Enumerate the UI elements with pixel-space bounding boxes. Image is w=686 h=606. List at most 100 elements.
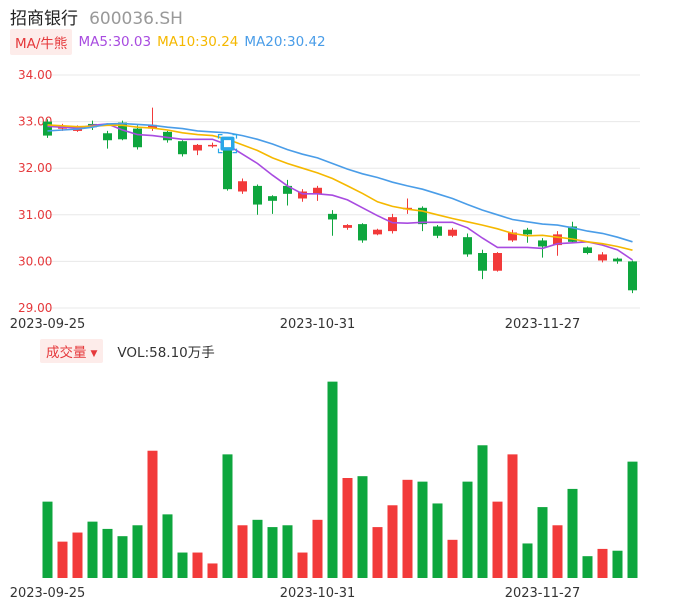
candle-body [538, 240, 547, 247]
volume-bar[interactable] [117, 536, 128, 578]
ma5-line [47, 123, 633, 261]
volume-bar[interactable] [177, 552, 188, 578]
volume-x-tick-label: 2023-11-27 [505, 586, 581, 601]
event-marker-icon[interactable] [217, 134, 238, 154]
volume-bar[interactable] [102, 528, 113, 578]
volume-bar[interactable] [252, 519, 263, 578]
volume-bar[interactable] [72, 532, 83, 578]
volume-bar[interactable] [432, 503, 443, 578]
volume-bar[interactable] [342, 478, 353, 578]
volume-bar[interactable] [267, 527, 278, 578]
volume-bar[interactable] [537, 507, 548, 578]
volume-bar[interactable] [567, 488, 578, 578]
ma20-line [47, 122, 633, 243]
volume-bar[interactable] [312, 519, 323, 578]
candle-body [448, 229, 457, 236]
candle[interactable] [598, 252, 607, 263]
volume-bar[interactable] [462, 481, 473, 578]
volume-tag-label: 成交量 [46, 345, 87, 361]
volume-bar[interactable] [42, 501, 53, 578]
volume-bar[interactable] [207, 563, 218, 578]
candle-body [523, 229, 532, 235]
candle[interactable] [268, 195, 277, 214]
candle[interactable] [433, 225, 442, 239]
volume-bar[interactable] [402, 479, 413, 578]
volume-bar[interactable] [192, 552, 203, 578]
candle[interactable] [238, 178, 247, 194]
candle[interactable] [43, 119, 52, 138]
volume-bar[interactable] [417, 481, 428, 578]
marker [217, 134, 238, 154]
volume-bar[interactable] [147, 450, 158, 578]
candle-body [628, 261, 637, 291]
candle[interactable] [343, 224, 352, 230]
volume-bar[interactable] [387, 505, 398, 578]
volume-bar[interactable] [597, 548, 608, 578]
volume-bar[interactable] [552, 525, 563, 578]
volume-bar[interactable] [447, 539, 458, 578]
candle[interactable] [613, 257, 622, 264]
candle[interactable] [328, 210, 337, 236]
volume-bar[interactable] [327, 381, 338, 578]
price-x-axis: 2023-09-25 2023-10-31 2023-11-27 [10, 317, 581, 332]
candle[interactable] [388, 213, 397, 234]
candle-body [133, 128, 142, 148]
volume-bar[interactable] [492, 501, 503, 578]
volume-bar[interactable] [627, 461, 638, 578]
candle[interactable] [358, 223, 367, 243]
volume-x-tick-label: 2023-09-25 [10, 586, 86, 601]
candle-body [268, 196, 277, 201]
candle-body [313, 187, 322, 194]
volume-bar[interactable] [612, 550, 623, 578]
candle[interactable] [208, 142, 217, 148]
volume-bar[interactable] [132, 525, 143, 578]
candle[interactable] [583, 246, 592, 255]
volume-bar[interactable] [282, 525, 293, 578]
candle-body [223, 149, 232, 190]
volume-bar[interactable] [237, 525, 248, 578]
candle[interactable] [298, 189, 307, 202]
volume-bar[interactable] [357, 476, 368, 578]
candle[interactable] [178, 140, 187, 157]
y-tick-label: 29.00 [18, 301, 52, 315]
candle[interactable] [133, 125, 142, 150]
candle[interactable] [448, 227, 457, 238]
candle[interactable] [478, 249, 487, 280]
candle[interactable] [508, 229, 517, 242]
volume-bar[interactable] [297, 552, 308, 578]
volume-bar[interactable] [507, 454, 518, 578]
candle[interactable] [283, 179, 292, 206]
volume-value: VOL:58.10万手 [117, 345, 215, 361]
y-tick-label: 30.00 [18, 254, 52, 268]
candle[interactable] [493, 252, 502, 272]
candle[interactable] [253, 184, 262, 215]
candle-body [478, 253, 487, 271]
volume-bar[interactable] [87, 521, 98, 578]
volume-bar[interactable] [222, 454, 233, 578]
volume-bar[interactable] [582, 556, 593, 578]
stock-header: 招商银行 600036.SH [10, 4, 183, 29]
candle[interactable] [373, 228, 382, 236]
volume-bar[interactable] [57, 541, 68, 578]
candle[interactable] [148, 107, 157, 131]
ma10-line [47, 124, 633, 251]
candle-body [328, 213, 337, 220]
candle[interactable] [463, 233, 472, 257]
candle[interactable] [193, 143, 202, 156]
candle-body [193, 144, 202, 151]
candle-body [373, 229, 382, 235]
candle-body [508, 232, 517, 241]
event-marker-frame [217, 134, 238, 154]
candle[interactable] [223, 148, 232, 191]
volume-bar[interactable] [477, 445, 488, 578]
volume-bar[interactable] [162, 514, 173, 578]
ma-indicator-selector[interactable]: MA/牛熊 [10, 29, 73, 55]
candle[interactable] [403, 198, 412, 214]
volume-bar[interactable] [372, 527, 383, 578]
candle-body [598, 254, 607, 261]
volume-bar[interactable] [522, 543, 533, 578]
candle[interactable] [628, 260, 637, 294]
candle[interactable] [103, 130, 112, 149]
volume-indicator-selector[interactable]: 成交量 ▼ [40, 339, 104, 363]
